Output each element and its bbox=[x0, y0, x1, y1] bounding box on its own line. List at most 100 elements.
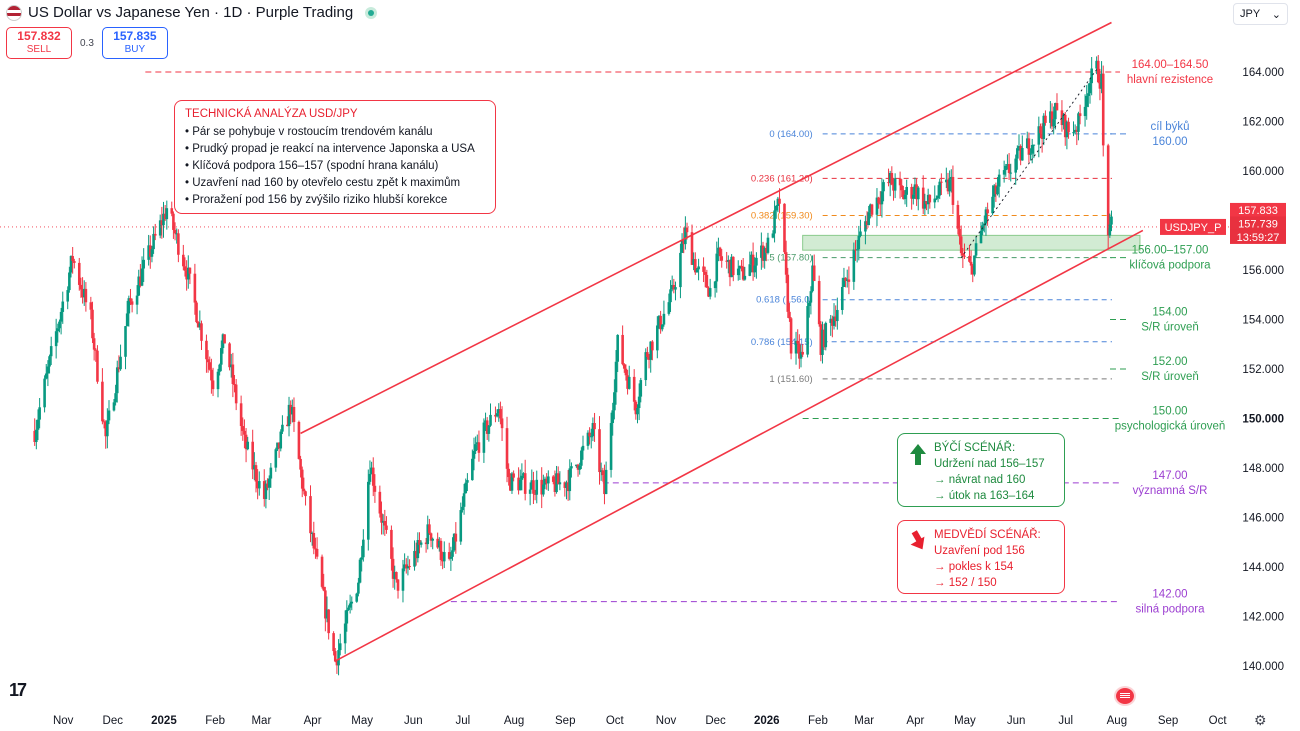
candle-body bbox=[106, 420, 109, 437]
level-value-label: 150.00 bbox=[1152, 406, 1187, 418]
candle-body bbox=[738, 265, 742, 269]
candle-body bbox=[1021, 147, 1024, 161]
candle-body bbox=[1095, 60, 1098, 69]
candle-body bbox=[441, 559, 444, 562]
candle-body bbox=[418, 540, 421, 545]
candle-body bbox=[997, 174, 1001, 187]
candle-body bbox=[842, 277, 846, 287]
candle-body bbox=[474, 444, 477, 452]
candle-body bbox=[540, 479, 544, 495]
gear-icon[interactable]: ⚙ bbox=[1254, 712, 1267, 728]
candle-body bbox=[946, 179, 950, 192]
us-event-icon[interactable] bbox=[1114, 686, 1136, 706]
level-desc-label: hlavní rezistence bbox=[1127, 74, 1213, 86]
level-value-label: 142.00 bbox=[1152, 589, 1187, 601]
candle-body bbox=[350, 601, 354, 604]
tradingview-logo[interactable]: 17 bbox=[9, 680, 27, 700]
candle-body bbox=[368, 473, 372, 482]
candle-body bbox=[949, 176, 953, 180]
y-tick-label: 146.000 bbox=[1242, 513, 1284, 525]
candle-body bbox=[517, 477, 520, 491]
candle-body bbox=[893, 178, 897, 191]
candle-body bbox=[54, 331, 58, 347]
candle-body bbox=[38, 407, 41, 420]
candle-body bbox=[1025, 138, 1029, 148]
candle-body bbox=[348, 603, 352, 608]
candle-body bbox=[396, 579, 400, 591]
candle-body bbox=[216, 371, 220, 390]
candle-body bbox=[528, 489, 532, 494]
candle-body bbox=[414, 550, 418, 559]
symbol-title[interactable]: US Dollar vs Japanese Yen · 1D · Purple … bbox=[28, 4, 354, 21]
candle-body bbox=[431, 538, 435, 541]
x-tick-label: Mar bbox=[854, 715, 874, 727]
bear-line: → pokles k 154 bbox=[934, 561, 1014, 573]
candle-body bbox=[320, 556, 324, 587]
candle-body bbox=[1085, 95, 1089, 107]
candle-body bbox=[48, 356, 51, 367]
candle-body bbox=[679, 252, 682, 288]
candle-body bbox=[812, 265, 816, 282]
candle-body bbox=[936, 195, 940, 199]
candle-body bbox=[983, 223, 986, 226]
candle-body bbox=[1087, 93, 1090, 96]
candle-body bbox=[535, 479, 539, 495]
candle-body bbox=[799, 351, 803, 359]
candle-body bbox=[855, 249, 859, 251]
candle-body bbox=[753, 265, 757, 273]
candle-body bbox=[647, 357, 651, 360]
candle-body bbox=[196, 322, 200, 328]
x-tick-label: Jul bbox=[456, 715, 471, 727]
candle-body bbox=[556, 473, 560, 485]
candle-body bbox=[847, 279, 851, 282]
candle-body bbox=[499, 409, 502, 419]
candle-body bbox=[269, 467, 273, 479]
candle-body bbox=[740, 265, 743, 267]
candle-body bbox=[568, 468, 572, 492]
candle-body bbox=[172, 213, 175, 230]
candle-body bbox=[836, 309, 839, 322]
analysis-box: TECHNICKÁ ANALÝZA USD/JPY • Pár se pohyb… bbox=[174, 100, 496, 214]
candle-body bbox=[824, 322, 828, 348]
candle-body bbox=[532, 480, 535, 494]
candle-body bbox=[685, 227, 689, 233]
candle-body bbox=[497, 409, 501, 414]
candle-body bbox=[210, 369, 213, 381]
candle-body bbox=[163, 213, 167, 220]
candle-body bbox=[314, 548, 317, 550]
candle-body bbox=[325, 609, 329, 619]
price-tag-bg bbox=[1230, 229, 1286, 244]
candle-body bbox=[923, 201, 927, 209]
candle-body bbox=[302, 488, 306, 492]
x-tick-label: Oct bbox=[606, 715, 625, 727]
y-tick-label: 150.000 bbox=[1242, 414, 1284, 426]
candle-body bbox=[182, 254, 185, 267]
candle-body bbox=[634, 401, 638, 415]
candle-body bbox=[1050, 111, 1054, 127]
candle-body bbox=[877, 197, 880, 204]
candle-body bbox=[520, 475, 524, 480]
candle-body bbox=[291, 406, 294, 415]
candle-body bbox=[892, 184, 895, 191]
candle-body bbox=[727, 260, 730, 262]
candle-body bbox=[505, 428, 509, 469]
currency-select[interactable]: JPY ⌄ bbox=[1233, 3, 1288, 25]
candle-body bbox=[333, 651, 337, 662]
candle-body bbox=[244, 434, 248, 450]
sell-button[interactable]: 157.832 SELL bbox=[6, 27, 72, 59]
candle-body bbox=[832, 316, 836, 326]
candle-body bbox=[300, 469, 304, 489]
candle-body bbox=[104, 422, 107, 437]
y-tick-label: 142.000 bbox=[1242, 612, 1284, 624]
y-tick-label: 144.000 bbox=[1242, 562, 1284, 574]
candle-body bbox=[713, 281, 717, 289]
buy-button[interactable]: 157.835 BUY bbox=[101, 27, 168, 59]
candle-body bbox=[220, 348, 223, 365]
candle-body bbox=[44, 373, 48, 379]
candle-body bbox=[731, 256, 735, 276]
candle-body bbox=[750, 254, 753, 265]
candle-body bbox=[286, 424, 289, 427]
candle-body bbox=[1078, 113, 1082, 117]
candle-body bbox=[601, 470, 605, 476]
